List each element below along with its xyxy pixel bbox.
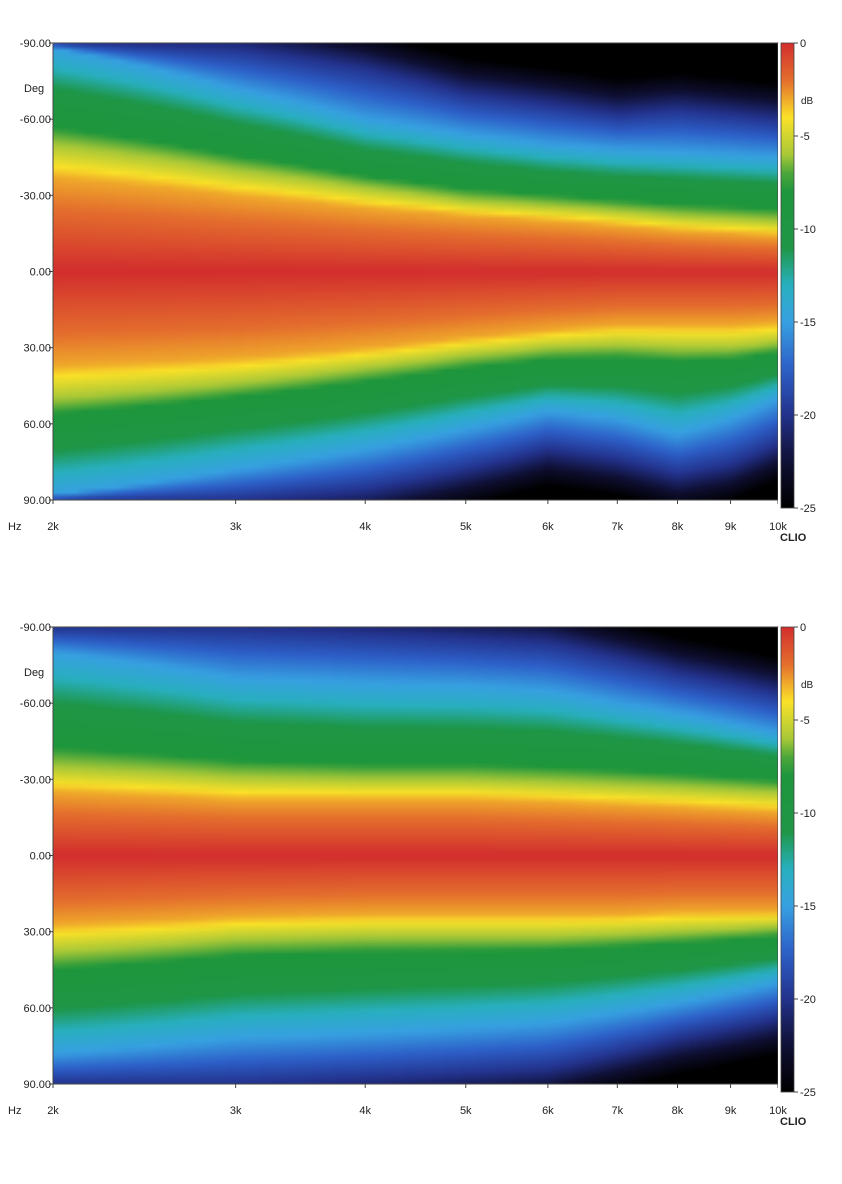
y-tick-label: 0.00 [30, 267, 51, 279]
y-tick-label: 90.00 [23, 495, 51, 507]
y-tick-label: 0.00 [30, 851, 51, 863]
y-tick-label: 30.00 [23, 927, 51, 939]
x-tick-label: 4k [359, 1105, 371, 1117]
clio-logo-text: CLIO [780, 1116, 807, 1128]
heatmap-area [53, 627, 778, 1084]
heatmap-chart: -90.00 -60.00 -30.00 0.00 30.00 60.00 90.00 Deg… [8, 622, 816, 1128]
x-tick-label: 8k [672, 1105, 684, 1117]
x-tick-label: 2k [47, 521, 59, 533]
colorbar [780, 42, 795, 509]
x-tick-label: 10k [769, 521, 787, 533]
x-tick-label: 5k [460, 521, 472, 533]
colorbar-tick-label: -15 [800, 901, 816, 913]
colorbar-tick-label: -15 [800, 317, 816, 329]
x-tick-label: 6k [542, 1105, 554, 1117]
y-tick-label: 90.00 [23, 1079, 51, 1091]
x-tick-label: 4k [359, 521, 371, 533]
colorbar-tick-label: -5 [800, 131, 810, 143]
colorbar-tick-label: -25 [800, 1087, 816, 1099]
heatmap-chart: -90.00 -60.00 -30.00 0.00 30.00 60.00 90.00 Deg… [8, 38, 816, 544]
x-tick-label: 6k [542, 521, 554, 533]
polar-map-top: -90.00 -60.00 -30.00 0.00 30.00 60.00 90.00 Deg… [0, 0, 842, 560]
clio-logo-text: CLIO [780, 532, 807, 544]
polar-map-bottom: -90.00 -60.00 -30.00 0.00 30.00 60.00 90.00 Deg… [0, 584, 842, 1144]
y-tick-label: -90.00 [20, 38, 51, 50]
colorbar-unit-label: dB [801, 96, 814, 107]
y-tick-label: 60.00 [23, 419, 51, 431]
x-tick-label: 3k [230, 1105, 242, 1117]
colorbar-tick-label: -10 [800, 224, 816, 236]
x-tick-label: 9k [725, 521, 737, 533]
x-tick-label: 3k [230, 521, 242, 533]
y-tick-label: -30.00 [20, 190, 51, 202]
colorbar-tick-label: -20 [800, 410, 816, 422]
colorbar-tick-label: 0 [800, 38, 806, 50]
colorbar-tick-label: -20 [800, 994, 816, 1006]
colorbar-unit-label: dB [801, 680, 814, 691]
x-tick-label: 8k [672, 521, 684, 533]
y-tick-label: -90.00 [20, 622, 51, 634]
y-tick-label: 30.00 [23, 343, 51, 355]
x-tick-label: 5k [460, 1105, 472, 1117]
colorbar-tick-label: -5 [800, 715, 810, 727]
x-tick-label: 7k [612, 1105, 624, 1117]
x-tick-label: 10k [769, 1105, 787, 1117]
colorbar-tick-label: -25 [800, 503, 816, 515]
x-axis-label: Hz [8, 1105, 21, 1117]
x-tick-label: 9k [725, 1105, 737, 1117]
y-tick-label: 60.00 [23, 1003, 51, 1015]
x-axis-label: Hz [8, 521, 21, 533]
heatmap-area [53, 43, 778, 500]
y-tick-label: -30.00 [20, 774, 51, 786]
colorbar [780, 626, 795, 1093]
y-axis-label: Deg [24, 667, 44, 679]
y-axis-label: Deg [24, 83, 44, 95]
y-tick-label: -60.00 [20, 698, 51, 710]
colorbar-tick-label: 0 [800, 622, 806, 634]
y-tick-label: -60.00 [20, 114, 51, 126]
colorbar-tick-label: -10 [800, 808, 816, 820]
x-tick-label: 7k [612, 521, 624, 533]
x-tick-label: 2k [47, 1105, 59, 1117]
